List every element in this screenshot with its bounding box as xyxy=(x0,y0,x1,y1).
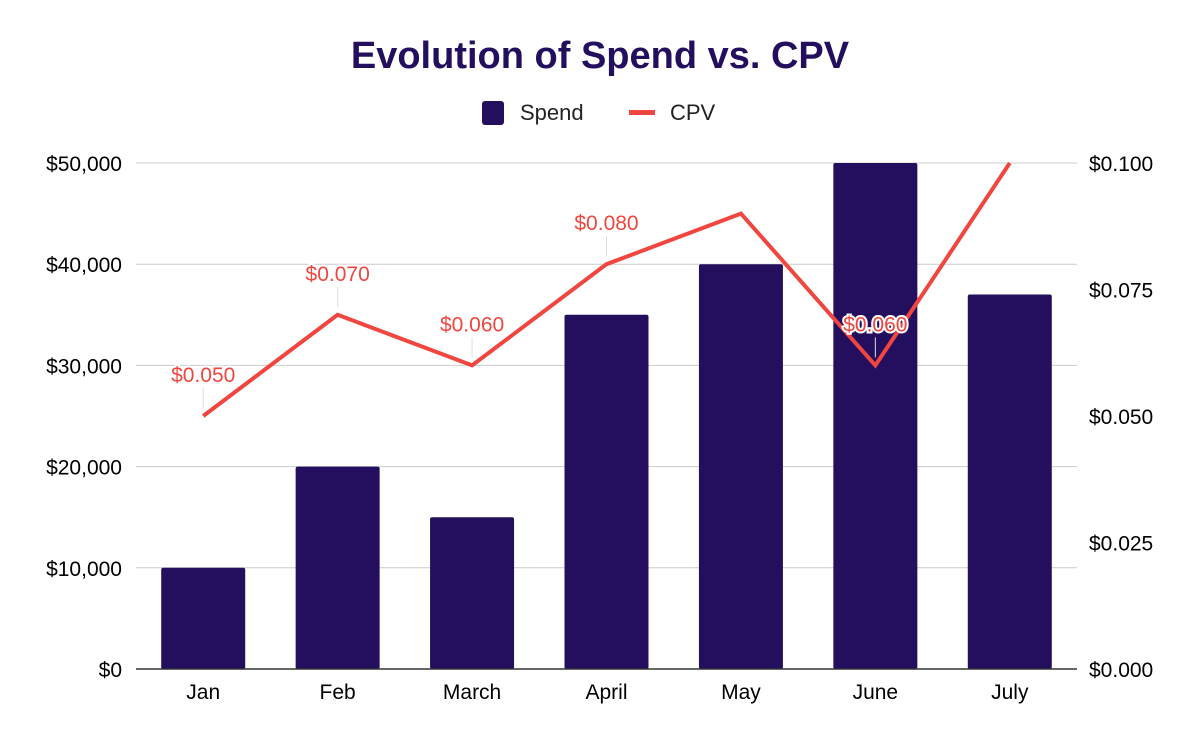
left-tick-label: $50,000 xyxy=(46,153,122,176)
cpv-data-label: $0.070 xyxy=(306,263,370,286)
legend-swatch-cpv xyxy=(629,110,655,115)
left-tick-label: $20,000 xyxy=(46,457,122,480)
spend-bar xyxy=(698,264,783,669)
x-tick-label: Feb xyxy=(320,681,356,704)
right-tick-label: $0.025 xyxy=(1089,533,1153,556)
left-tick-label: $0 xyxy=(99,659,122,682)
spend-bar xyxy=(295,466,380,669)
cpv-data-label: $0.060 xyxy=(843,313,907,336)
right-tick-label: $0.050 xyxy=(1089,406,1153,429)
x-tick-label: June xyxy=(853,681,899,704)
cpv-data-label: $0.050 xyxy=(171,364,235,387)
cpv-line xyxy=(202,161,1012,418)
right-tick-label: $0.075 xyxy=(1089,280,1153,303)
right-axis-ticks: $0.000 $0.025 $0.050 $0.075 $0.100 xyxy=(1089,153,1153,682)
spend-bars xyxy=(161,163,1052,669)
x-axis-labels: Jan Feb March April May June July xyxy=(186,681,1029,704)
right-tick-label: $0.100 xyxy=(1089,153,1153,176)
spend-bar xyxy=(967,294,1052,669)
cpv-data-label: $0.080 xyxy=(574,212,638,235)
spend-bar xyxy=(564,314,649,669)
left-tick-label: $10,000 xyxy=(46,558,122,581)
cpv-data-labels: $0.050 $0.070 $0.060 $0.080 $0.060 xyxy=(169,210,909,408)
spend-bar xyxy=(430,517,515,669)
left-axis-ticks: $0 $10,000 $20,000 $30,000 $40,000 $50,000 xyxy=(46,153,122,682)
spend-bar xyxy=(833,163,918,669)
cpv-series-line xyxy=(202,161,1012,418)
x-tick-label: May xyxy=(721,681,761,704)
spend-bar xyxy=(161,567,246,669)
chart-title: Evolution of Spend vs. CPV xyxy=(351,35,850,77)
right-tick-label: $0.000 xyxy=(1089,659,1153,682)
cpv-data-label: $0.060 xyxy=(440,313,504,336)
legend-swatch-spend xyxy=(482,101,504,125)
x-tick-label: July xyxy=(991,681,1029,704)
x-tick-label: April xyxy=(585,681,627,704)
left-tick-label: $40,000 xyxy=(46,254,122,277)
x-tick-label: Jan xyxy=(186,681,220,704)
legend-label-spend: Spend xyxy=(520,100,584,125)
x-tick-label: March xyxy=(443,681,501,704)
legend: Spend CPV xyxy=(482,100,716,125)
legend-label-cpv: CPV xyxy=(670,100,716,125)
left-tick-label: $30,000 xyxy=(46,355,122,378)
